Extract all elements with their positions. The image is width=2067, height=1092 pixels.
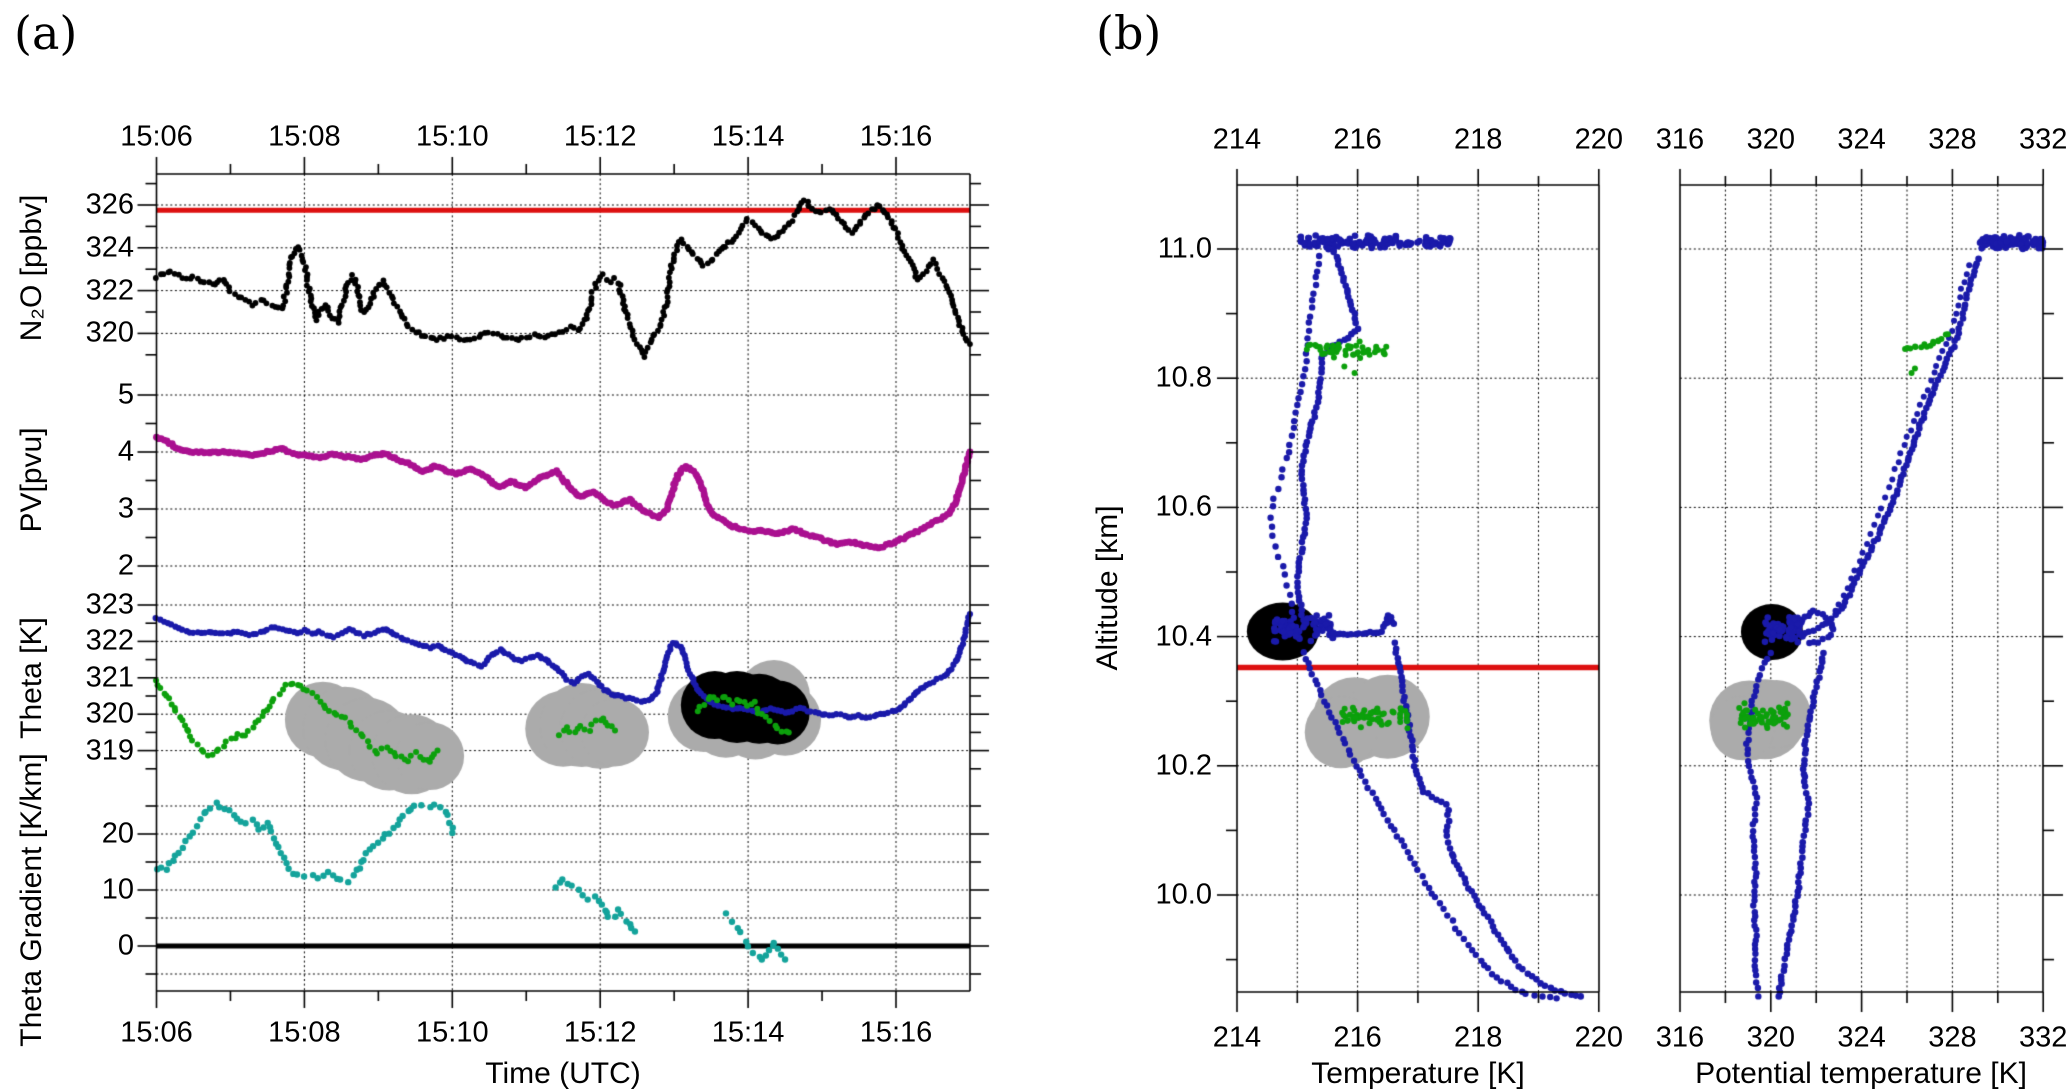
tick-label: 218 (1453, 123, 1503, 156)
tick-label: 15:06 (120, 1016, 193, 1049)
tick-label: 15:14 (711, 120, 785, 153)
tick-label: 214 (1212, 1021, 1262, 1054)
tick-label: 332 (2018, 123, 2067, 156)
tick-label: 10.0 (1155, 878, 1212, 911)
tick-label: 10 (101, 873, 134, 906)
axis-title-time: Time (UTC) (485, 1057, 641, 1090)
tick-label: 15:10 (416, 120, 489, 153)
tick-label: 319 (85, 734, 134, 767)
tick-label: 324 (1837, 123, 1886, 156)
axis-title-altitude: Altitude [km] (1091, 505, 1124, 671)
tick-label: 216 (1333, 123, 1382, 156)
tick-label: 321 (85, 661, 134, 694)
tick-label: 3 (117, 492, 134, 525)
tick-label: 5 (117, 378, 134, 411)
tick-label: 11.0 (1157, 232, 1212, 265)
tick-label: 320 (1746, 1021, 1795, 1054)
tick-label: 320 (1746, 123, 1795, 156)
tick-label: 316 (1655, 123, 1705, 156)
tick-label: 214 (1212, 123, 1262, 156)
tick-label: 15:16 (859, 120, 933, 153)
tick-label: 322 (85, 624, 134, 657)
tick-label: 15:12 (563, 1016, 637, 1049)
tick-label: 320 (85, 316, 134, 349)
tick-label: 322 (85, 274, 134, 307)
tick-label: 15:14 (711, 1016, 785, 1049)
tick-label: 2 (117, 549, 134, 582)
tick-label: 10.8 (1155, 361, 1212, 394)
tick-label: 218 (1453, 1021, 1503, 1054)
tick-label: 15:12 (563, 120, 637, 153)
axis-title-temperature: Temperature [K] (1311, 1057, 1525, 1090)
axis-title-n2o: N₂O [ppbv] (15, 194, 48, 342)
tick-label: 15:08 (268, 120, 341, 153)
tick-label: 326 (85, 188, 134, 221)
tick-label: 0 (117, 929, 134, 962)
tick-label: 15:06 (120, 120, 193, 153)
tick-label: 220 (1574, 1021, 1623, 1054)
tick-label: 4 (117, 435, 134, 468)
tick-label: 10.4 (1155, 620, 1212, 653)
tick-label: 328 (1928, 1021, 1977, 1054)
tick-label: 324 (1837, 1021, 1886, 1054)
tick-label: 220 (1574, 123, 1623, 156)
tick-label: 10.2 (1155, 749, 1212, 782)
axis-title-potential-temperature: Potential temperature [K] (1695, 1057, 2027, 1090)
tick-label: 20 (101, 817, 134, 850)
tick-label: 15:10 (416, 1016, 489, 1049)
tick-label: 320 (85, 697, 134, 730)
axis-title-theta: Theta [K] (15, 617, 48, 739)
tick-label: 15:16 (859, 1016, 933, 1049)
tick-label: 10.6 (1155, 490, 1212, 523)
tick-label: 216 (1333, 1021, 1382, 1054)
tick-label: 316 (1655, 1021, 1705, 1054)
panel-b-label: (b) (1096, 6, 1162, 60)
tick-label: 328 (1928, 123, 1977, 156)
tick-label: 323 (85, 588, 134, 621)
panel-a-label: (a) (14, 6, 78, 60)
tick-label: 324 (85, 231, 134, 264)
tick-label: 332 (2018, 1021, 2067, 1054)
axis-title-theta-gradient: Theta Gradient [K/km] (15, 753, 48, 1047)
tick-label: 15:08 (268, 1016, 341, 1049)
axis-title-pv: PV[pvu] (15, 427, 48, 533)
